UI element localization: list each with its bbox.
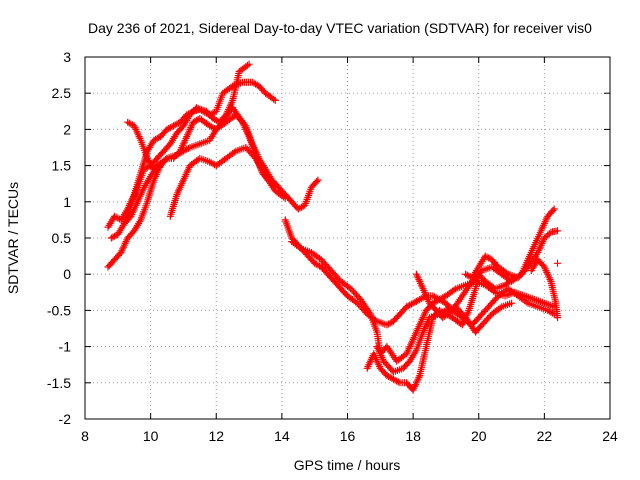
- data-point: [245, 60, 253, 68]
- data-point: [554, 259, 561, 267]
- data-point: [162, 156, 170, 164]
- grid: [85, 57, 610, 419]
- data-point: [485, 254, 493, 262]
- data-point: [280, 193, 287, 201]
- y-tick-label: 3: [63, 49, 71, 65]
- data-point: [386, 319, 394, 327]
- x-tick-label: 18: [405, 428, 421, 444]
- y-tick-label: 1: [63, 194, 71, 210]
- series-track-10: [373, 299, 516, 376]
- data-point: [230, 148, 238, 156]
- series-track-6: [124, 118, 164, 173]
- x-tick-label: 10: [143, 428, 159, 444]
- chart-title: Day 236 of 2021, Sidereal Day-to-day VTE…: [88, 20, 592, 36]
- series-track-5: [166, 144, 289, 220]
- y-tick-label: 0: [63, 266, 71, 282]
- data-point: [508, 299, 516, 307]
- y-tick-label: 0.5: [52, 230, 72, 246]
- data-point: [554, 227, 561, 235]
- series-track-9: [363, 270, 519, 394]
- x-tick-label: 8: [81, 428, 89, 444]
- data-point: [313, 178, 321, 185]
- data-point: [127, 120, 135, 128]
- data-point: [550, 205, 558, 213]
- data-point: [450, 286, 458, 294]
- series-track-4: [104, 104, 279, 271]
- data-point: [270, 95, 278, 103]
- data-point: [227, 83, 235, 91]
- y-tick-label: 1.5: [52, 158, 72, 174]
- x-tick-label: 14: [274, 428, 290, 444]
- plot-frame: [84, 56, 611, 420]
- series-track-8: [288, 238, 558, 365]
- data-point: [503, 269, 511, 277]
- data-point: [549, 207, 557, 214]
- data-point: [394, 378, 402, 386]
- data-point: [184, 144, 192, 152]
- y-axis-title: SDTVAR / TECUs: [5, 182, 21, 294]
- data-point: [155, 163, 163, 170]
- data-point: [243, 61, 251, 69]
- data-point: [271, 96, 279, 104]
- data-point: [554, 314, 561, 322]
- data-points: [104, 60, 561, 394]
- data-point: [296, 244, 304, 252]
- data-point: [157, 162, 164, 170]
- series-track-14: [554, 259, 561, 267]
- x-tick-label: 22: [537, 428, 553, 444]
- data-point: [281, 194, 289, 202]
- x-tick-label: 16: [340, 428, 356, 444]
- y-tick-label: -2: [59, 411, 72, 427]
- data-point: [314, 176, 322, 184]
- x-tick-label: 24: [602, 428, 618, 444]
- x-axis-title: GPS time / hours: [294, 457, 401, 473]
- data-point: [298, 203, 306, 211]
- series-track-13: [527, 256, 561, 322]
- data-point: [496, 304, 504, 312]
- y-tick-label: 2: [63, 121, 71, 137]
- y-tick-label: -0.5: [47, 302, 71, 318]
- series-track-7: [281, 216, 558, 329]
- data-point: [111, 232, 118, 240]
- y-tick-label: -1.5: [47, 375, 71, 391]
- x-tick-label: 12: [208, 428, 224, 444]
- y-tick-label: 2.5: [52, 85, 72, 101]
- x-tick-label: 20: [471, 428, 487, 444]
- axis-ticks: 8 10 12 14 16 18 20 22 24 -2 -1.5 -1 -0.5 0 0.5 1 1.5 2 2.…: [47, 49, 618, 444]
- y-tick-label: -1: [59, 339, 72, 355]
- series-track-12: [462, 227, 561, 282]
